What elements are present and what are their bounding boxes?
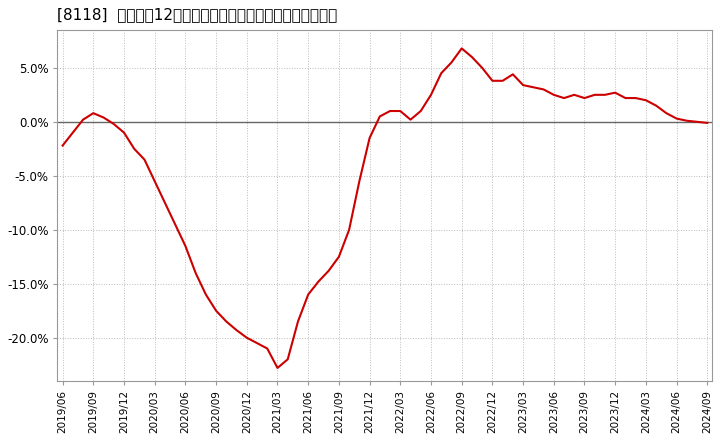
Text: [8118]  売上高の12か月移動合計の対前年同期増減率の推移: [8118] 売上高の12か月移動合計の対前年同期増減率の推移 (58, 7, 338, 22)
